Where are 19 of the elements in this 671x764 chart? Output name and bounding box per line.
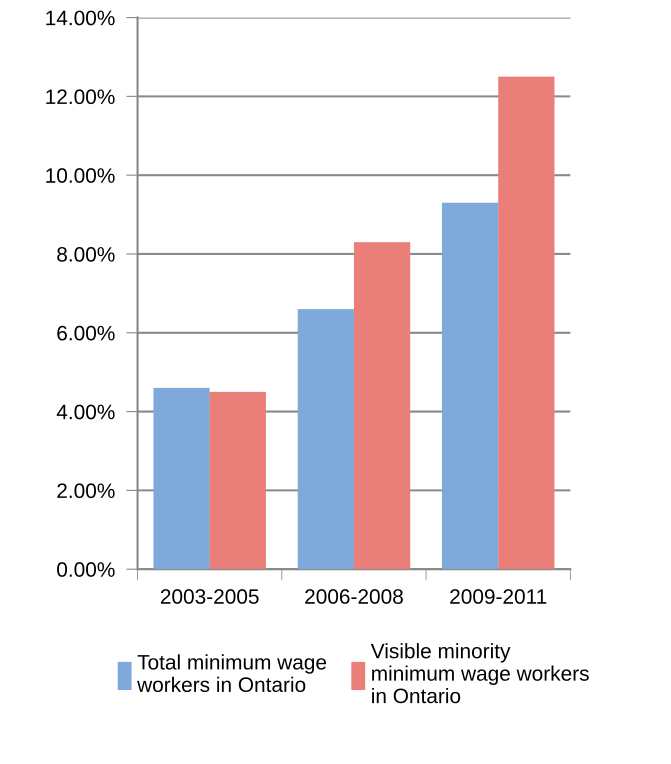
y-tick-label: 14.00%	[46, 10, 115, 26]
x-tick-label: 2009-2011	[450, 589, 546, 604]
y-tick-label: 8.00%	[57, 246, 115, 262]
legend-label: Visible minority minimum wage workers in Ontario	[370, 643, 589, 704]
y-tick-label: 0.00%	[57, 562, 115, 577]
legend-label: Total minimum wage workers in Ontario	[137, 654, 326, 692]
y-tick-label: 4.00%	[56, 404, 115, 420]
bar	[498, 76, 554, 570]
y-tick-label: 6.00%	[57, 326, 115, 341]
bar	[354, 242, 410, 570]
y-tick-label: 12.00%	[46, 89, 115, 104]
bar	[442, 202, 498, 570]
x-tick-label: 2003-2005	[160, 589, 259, 604]
bar	[298, 309, 354, 570]
y-tick-label: 10.00%	[46, 168, 115, 183]
bar	[210, 392, 266, 570]
x-tick-label: 2006-2008	[305, 589, 403, 604]
y-tick-label: 2.00%	[57, 483, 115, 498]
bar	[153, 388, 210, 570]
